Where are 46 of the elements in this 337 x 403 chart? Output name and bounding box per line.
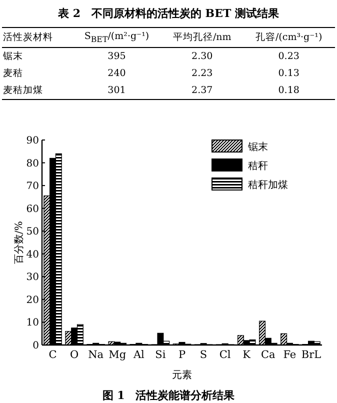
text: 2.37 bbox=[192, 85, 213, 96]
text: 表 2 不同原材料的活性炭的 BET 测试结果 bbox=[56, 6, 280, 21]
x-tick-label: Fe bbox=[283, 349, 296, 361]
text: 2.30 bbox=[192, 51, 213, 62]
text: 图 1 活性炭能谱分析结果 bbox=[102, 389, 236, 402]
y-tick-label: 80 bbox=[26, 158, 39, 170]
y-tick-label: 40 bbox=[26, 249, 39, 260]
text: 240 bbox=[108, 68, 126, 79]
x-tick-label: S bbox=[200, 349, 208, 361]
x-axis-title: 元素 bbox=[172, 369, 192, 381]
category-label: S$_{BET}$/(m²·g⁻¹) bbox=[72, 28, 162, 48]
text: 0.18 bbox=[278, 85, 300, 96]
y-tick-label: 30 bbox=[26, 272, 39, 284]
y-tick-label: 60 bbox=[26, 204, 39, 215]
x-tick-label: Ca bbox=[261, 349, 276, 361]
category-label: 锯末 bbox=[3, 51, 23, 62]
category-label: 平均孔径/nm bbox=[162, 28, 243, 48]
category-label: 麦秸 bbox=[3, 68, 23, 79]
legend-label: 秸秆加煤 bbox=[248, 179, 288, 191]
x-tick-label: Na bbox=[88, 349, 104, 361]
text: 0.13 bbox=[278, 68, 300, 79]
x-tick-label: Cl bbox=[219, 349, 232, 361]
category-label: 麦秸加煤 bbox=[3, 85, 43, 96]
x-tick-label: O bbox=[70, 349, 80, 361]
legend-label: 锯末 bbox=[247, 141, 268, 153]
text: 2.23 bbox=[192, 68, 213, 79]
y-tick-label: 0 bbox=[32, 340, 39, 352]
x-tick-label: K bbox=[242, 349, 251, 361]
category-label: 活性炭材料 bbox=[2, 28, 72, 48]
x-tick-label: C bbox=[48, 349, 57, 361]
text: 301 bbox=[108, 85, 126, 96]
legend-label: 秸秆 bbox=[248, 160, 268, 172]
category-label: 孔容/(cm³·g⁻¹) bbox=[242, 28, 335, 48]
y-tick-label: 70 bbox=[26, 181, 39, 192]
y-axis-title: 百分数/% bbox=[13, 221, 25, 264]
y-tick-label: 90 bbox=[26, 136, 39, 146]
x-tick-label: P bbox=[178, 349, 186, 361]
y-tick-label: 10 bbox=[26, 318, 39, 329]
y-tick-label: 20 bbox=[26, 294, 39, 306]
text: 395 bbox=[108, 51, 126, 62]
x-tick-label: BrL bbox=[301, 349, 322, 361]
x-tick-label: Al bbox=[132, 349, 146, 361]
x-tick-label: Mg bbox=[108, 349, 126, 361]
y-tick-label: 50 bbox=[26, 226, 39, 238]
x-tick-label: Si bbox=[155, 349, 166, 361]
text: 0.23 bbox=[278, 51, 300, 62]
